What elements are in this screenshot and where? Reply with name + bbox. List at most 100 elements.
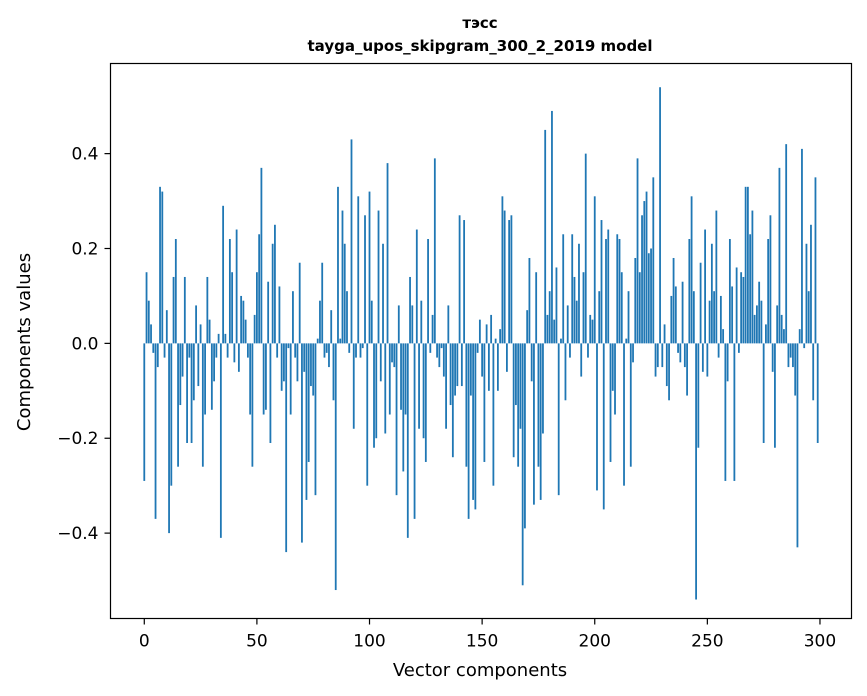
bar <box>346 291 348 344</box>
bar <box>699 262 702 344</box>
bar <box>557 343 560 496</box>
bar <box>449 343 452 406</box>
bar <box>316 338 319 344</box>
bar <box>163 343 166 358</box>
bar <box>789 343 792 358</box>
bar <box>224 333 227 344</box>
bar <box>582 272 585 344</box>
bar <box>159 186 161 344</box>
bar <box>632 343 634 363</box>
bar <box>350 139 353 344</box>
bar <box>737 343 740 353</box>
bar <box>634 257 637 344</box>
bar <box>382 243 384 344</box>
bar <box>609 343 612 462</box>
bar <box>172 276 175 344</box>
bar <box>240 295 243 344</box>
bar <box>731 286 734 344</box>
bar <box>271 243 274 344</box>
bar <box>355 343 357 358</box>
bar <box>805 243 808 344</box>
bar <box>201 343 204 467</box>
bar <box>233 343 236 363</box>
bar <box>670 295 673 344</box>
bar <box>607 229 610 344</box>
x-tick-label: 100 <box>353 632 385 652</box>
bar <box>307 343 310 462</box>
bar <box>168 343 170 534</box>
bar <box>292 291 294 344</box>
y-tick-label: 0.0 <box>71 334 98 354</box>
bar <box>544 129 547 344</box>
bar <box>681 281 684 344</box>
bar <box>548 291 551 344</box>
bar <box>517 343 520 467</box>
bar <box>256 272 258 344</box>
bar <box>143 343 146 481</box>
bar <box>181 343 184 377</box>
bar <box>312 343 315 396</box>
bar <box>213 343 215 382</box>
bar <box>794 343 797 396</box>
bar <box>161 191 164 344</box>
bar <box>463 220 466 344</box>
bar <box>249 343 252 415</box>
bar <box>377 210 380 344</box>
bar <box>456 343 459 387</box>
bar <box>429 343 432 353</box>
plot-frame <box>109 62 853 620</box>
bar <box>728 239 731 344</box>
bar <box>258 234 261 344</box>
bar <box>578 243 580 344</box>
bar <box>677 343 679 353</box>
bar <box>652 177 655 344</box>
bar <box>760 300 763 344</box>
bar <box>587 343 589 358</box>
y-tick-label: 0.4 <box>71 145 98 165</box>
bar <box>796 343 799 548</box>
bar <box>776 305 779 344</box>
bar <box>512 343 515 458</box>
bar <box>404 343 407 415</box>
bar <box>792 343 794 368</box>
bar <box>663 324 666 344</box>
bar <box>647 253 650 344</box>
bar <box>298 262 301 344</box>
bar <box>616 234 619 344</box>
bar <box>719 295 722 344</box>
bar <box>695 343 697 600</box>
bar <box>801 148 803 344</box>
bar <box>458 215 461 344</box>
bar <box>555 267 558 344</box>
bar <box>186 343 188 443</box>
bar <box>206 276 209 344</box>
bar <box>474 343 477 510</box>
bar <box>231 272 234 344</box>
bar <box>715 210 718 344</box>
bar <box>276 343 279 358</box>
bar <box>542 343 544 434</box>
bar <box>679 343 682 363</box>
bar <box>524 343 526 529</box>
bar <box>379 343 382 382</box>
bar <box>406 343 409 538</box>
bar <box>494 338 497 344</box>
bar <box>183 276 186 344</box>
bar <box>375 343 378 439</box>
bar <box>361 343 364 349</box>
bar <box>553 319 556 344</box>
bar <box>305 343 308 500</box>
bar <box>701 343 704 372</box>
bar <box>713 291 716 344</box>
bar <box>643 201 646 344</box>
bar <box>767 239 770 344</box>
bar <box>147 300 150 344</box>
bar <box>339 338 342 344</box>
bar <box>278 286 281 344</box>
bar <box>460 343 463 387</box>
bar <box>481 343 484 377</box>
bar <box>814 177 817 344</box>
bar <box>170 343 173 486</box>
bar <box>222 205 225 344</box>
